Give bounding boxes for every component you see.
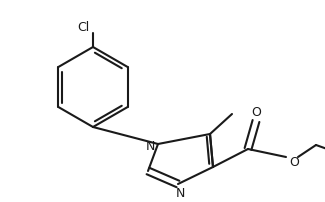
Text: Cl: Cl bbox=[77, 20, 89, 33]
Text: O: O bbox=[289, 155, 299, 168]
Text: N: N bbox=[145, 140, 155, 153]
Text: O: O bbox=[251, 106, 261, 119]
Text: N: N bbox=[175, 187, 185, 200]
